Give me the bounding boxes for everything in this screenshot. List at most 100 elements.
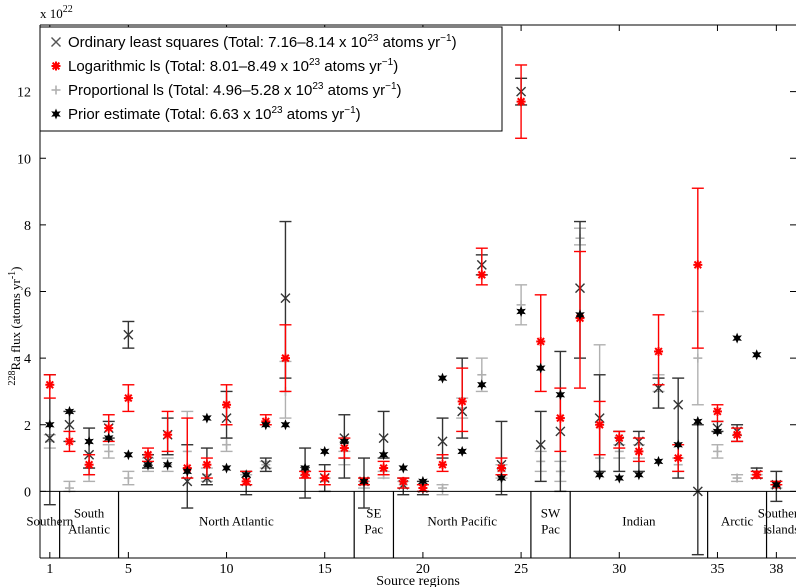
region-label: Arctic bbox=[721, 513, 754, 528]
data-point bbox=[64, 436, 74, 446]
data-point bbox=[653, 455, 664, 467]
data-point bbox=[64, 419, 75, 430]
data-point bbox=[516, 97, 526, 107]
data-point bbox=[123, 473, 133, 483]
data-point bbox=[536, 362, 546, 374]
data-point bbox=[320, 473, 330, 483]
x-tick-label: 30 bbox=[612, 562, 626, 577]
y-axis-label: 228Ra flux (atoms yr-1) bbox=[7, 266, 23, 385]
y-tick-label: 6 bbox=[24, 286, 31, 301]
region-label: Southern bbox=[26, 513, 73, 528]
region-label: SE Pac bbox=[364, 505, 383, 536]
data-point bbox=[437, 436, 448, 447]
data-point bbox=[162, 459, 173, 471]
data-point bbox=[732, 332, 742, 344]
data-point bbox=[477, 370, 487, 380]
region-label: North Pacific bbox=[427, 513, 497, 528]
data-point bbox=[614, 472, 624, 484]
series-logarithmic-ls bbox=[43, 64, 783, 493]
x-tick-label: 20 bbox=[416, 562, 430, 577]
region-label: North Atlantic bbox=[199, 513, 274, 528]
data-point bbox=[202, 412, 212, 424]
data-point bbox=[379, 463, 389, 473]
data-point bbox=[84, 460, 94, 470]
data-point bbox=[222, 440, 232, 450]
data-point bbox=[771, 479, 782, 491]
data-point bbox=[359, 475, 369, 487]
y-tick-label: 0 bbox=[24, 485, 31, 500]
data-point bbox=[123, 393, 133, 403]
x-tick-label: 5 bbox=[125, 562, 132, 577]
x-axis-label: Source regions bbox=[376, 574, 460, 587]
data-point bbox=[673, 439, 683, 451]
series-ordinary-least-squares bbox=[43, 77, 783, 556]
data-point bbox=[104, 446, 114, 456]
data-point bbox=[143, 450, 153, 460]
data-point bbox=[712, 406, 722, 416]
data-point bbox=[182, 465, 192, 477]
x-tick-label: 35 bbox=[710, 562, 724, 577]
data-point bbox=[104, 432, 114, 444]
data-point bbox=[280, 419, 291, 431]
data-point bbox=[634, 446, 644, 456]
data-point bbox=[123, 329, 134, 340]
region-label: Indian bbox=[622, 513, 656, 528]
data-point bbox=[595, 420, 605, 430]
y-tick-label: 2 bbox=[24, 419, 31, 434]
data-point bbox=[594, 469, 605, 481]
data-point bbox=[45, 419, 55, 431]
data-point bbox=[693, 415, 703, 427]
data-point bbox=[45, 380, 55, 390]
data-point bbox=[300, 470, 310, 480]
y-tick-label: 4 bbox=[24, 352, 31, 367]
data-point bbox=[280, 293, 291, 304]
data-point bbox=[260, 459, 271, 470]
data-point bbox=[614, 433, 624, 443]
region-label: South Atlantic bbox=[68, 505, 110, 536]
data-point bbox=[143, 459, 153, 471]
data-point bbox=[398, 462, 408, 474]
data-point bbox=[712, 446, 722, 456]
data-point bbox=[202, 460, 212, 470]
x-tick-label: 15 bbox=[318, 562, 332, 577]
data-point bbox=[732, 430, 742, 440]
data-point bbox=[673, 453, 683, 463]
data-point bbox=[437, 372, 448, 384]
data-point bbox=[339, 443, 349, 453]
data-point bbox=[575, 309, 585, 321]
data-point bbox=[555, 413, 565, 423]
data-point bbox=[300, 462, 310, 474]
legend-item: Prior estimate (Total: 6.63 x 1023 atoms… bbox=[51, 105, 361, 123]
legend-entry-label: Logarithmic ls (Total: 8.01–8.49 x 1023 … bbox=[68, 57, 398, 75]
plot-area bbox=[39, 24, 796, 559]
data-point bbox=[438, 460, 448, 470]
data-point bbox=[752, 470, 762, 480]
legend-entry-label: Ordinary least squares (Total: 7.16–8.14… bbox=[68, 33, 457, 51]
x-tick-label: 1 bbox=[46, 562, 53, 577]
data-point bbox=[496, 463, 506, 473]
legend-marker bbox=[51, 108, 61, 120]
data-point bbox=[44, 433, 55, 444]
region-label: SW Pac bbox=[541, 505, 561, 536]
data-point bbox=[241, 469, 251, 481]
data-point bbox=[536, 336, 546, 346]
data-point bbox=[320, 445, 330, 457]
data-point bbox=[555, 389, 566, 401]
legend-marker bbox=[51, 37, 61, 47]
legend-item: Logarithmic ls (Total: 8.01–8.49 x 1023 … bbox=[51, 57, 398, 75]
data-point bbox=[634, 469, 644, 481]
region-label: Southernislands bbox=[758, 505, 796, 536]
data-point bbox=[457, 445, 467, 457]
data-point bbox=[280, 353, 290, 363]
legend: Ordinary least squares (Total: 7.16–8.14… bbox=[39, 26, 503, 132]
legend-item: Proportional ls (Total: 4.96–5.28 x 1023… bbox=[51, 81, 402, 99]
legend-marker bbox=[51, 85, 61, 95]
data-point bbox=[261, 419, 271, 431]
series-proportional-ls bbox=[43, 227, 783, 496]
data-point bbox=[339, 435, 350, 447]
data-point bbox=[123, 449, 134, 461]
data-point bbox=[163, 430, 173, 440]
x-tick-label: 10 bbox=[220, 562, 234, 577]
